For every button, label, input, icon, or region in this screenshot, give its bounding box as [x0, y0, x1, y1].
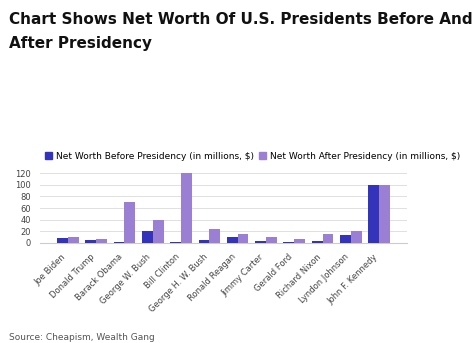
Bar — [266, 237, 277, 243]
Bar — [199, 240, 210, 243]
Bar — [68, 237, 79, 243]
Bar — [57, 238, 68, 243]
Bar — [96, 239, 107, 243]
Bar — [283, 241, 294, 243]
Bar — [322, 234, 333, 243]
Bar — [312, 241, 322, 243]
Bar — [85, 240, 96, 243]
Legend: Net Worth Before Presidency (in millions, $), Net Worth After Presidency (in mil: Net Worth Before Presidency (in millions… — [45, 152, 460, 161]
Bar — [351, 231, 362, 243]
Bar — [125, 202, 135, 243]
Bar — [379, 185, 390, 243]
Text: Source: Cheapism, Wealth Gang: Source: Cheapism, Wealth Gang — [9, 333, 155, 342]
Bar — [340, 235, 351, 243]
Bar — [237, 234, 248, 243]
Bar — [255, 241, 266, 243]
Text: Chart Shows Net Worth Of U.S. Presidents Before And: Chart Shows Net Worth Of U.S. Presidents… — [9, 12, 473, 27]
Bar — [181, 173, 192, 243]
Bar — [227, 237, 237, 243]
Text: After Presidency: After Presidency — [9, 36, 153, 51]
Bar — [368, 185, 379, 243]
Bar — [210, 229, 220, 243]
Bar — [294, 239, 305, 243]
Bar — [170, 242, 181, 243]
Bar — [142, 231, 153, 243]
Bar — [153, 220, 164, 243]
Bar — [114, 241, 125, 243]
